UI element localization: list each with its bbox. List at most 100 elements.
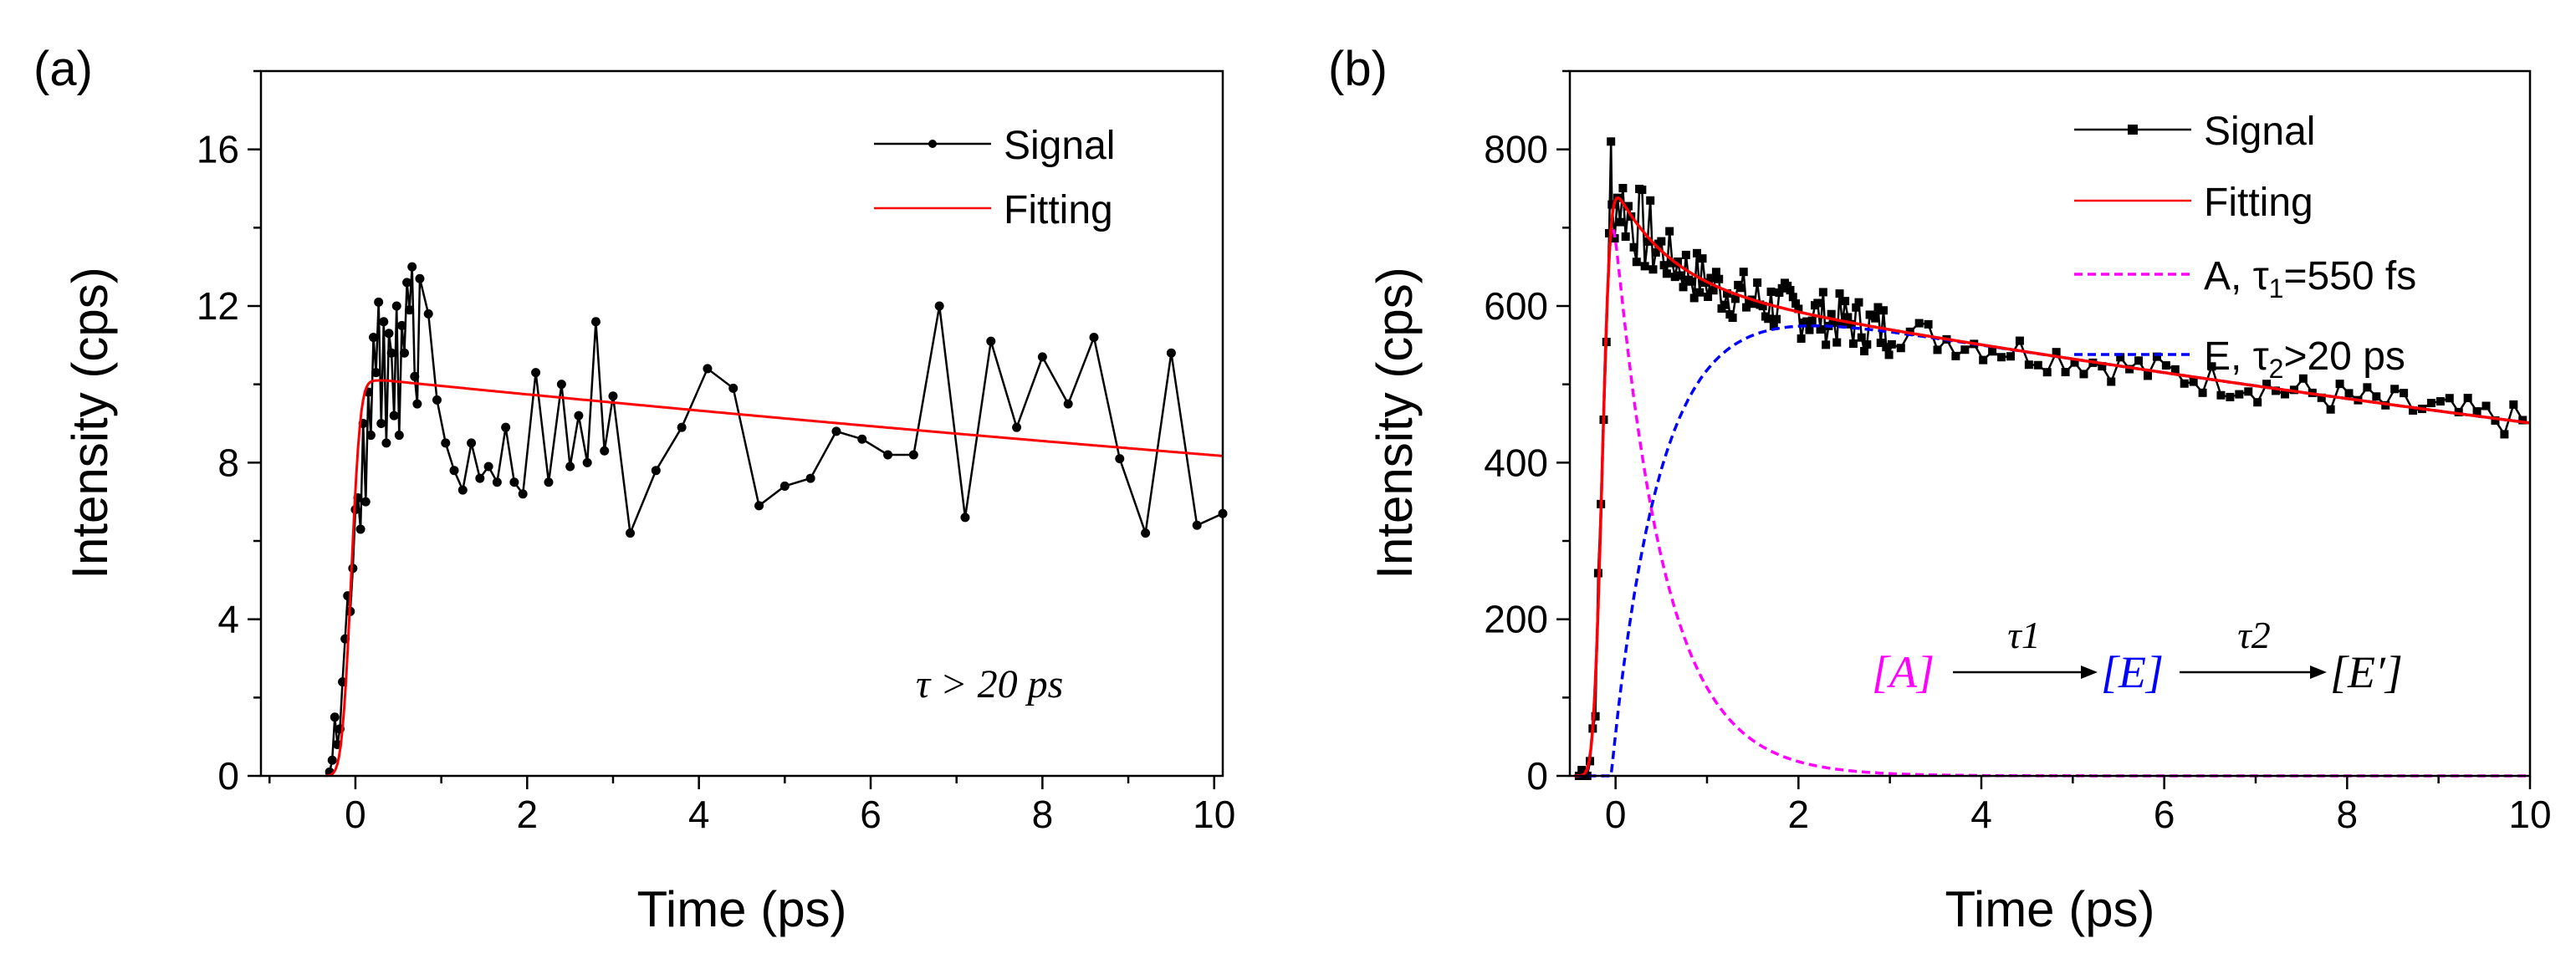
panel-a-ticks: 0 2 4 6 8 10 0 4 8 12 16 xyxy=(197,69,1235,836)
signal-point xyxy=(908,450,918,460)
legend-b-a-label: A, τ1=550 fs xyxy=(2204,254,2416,303)
signal-point xyxy=(1668,258,1677,268)
signal-point xyxy=(2079,370,2088,379)
signal-point xyxy=(1887,339,1896,349)
signal-point xyxy=(518,489,528,499)
signal-point xyxy=(415,273,425,283)
signal-point xyxy=(2042,368,2052,377)
signal-point xyxy=(1577,766,1587,775)
signal-point xyxy=(2015,336,2024,345)
signal-point xyxy=(754,501,764,511)
signal-point xyxy=(2326,405,2335,414)
signal-point xyxy=(327,755,337,765)
panel-b-legend: Signal Fitting A, τ1=550 fs E, τ2>20 ps xyxy=(2074,110,2416,384)
x-tick-label: 8 xyxy=(2337,793,2359,836)
signal-point xyxy=(2207,362,2216,371)
x-tick-label: 4 xyxy=(688,793,710,836)
x-tick-label: 4 xyxy=(1970,793,1992,836)
panel-b-axes-frame xyxy=(1568,69,2532,778)
signal-point xyxy=(1997,353,2006,362)
signal-point xyxy=(2463,394,2472,403)
signal-point xyxy=(2298,374,2308,383)
signal-point xyxy=(1670,273,1679,282)
legend-b-e-sub: 2 xyxy=(2269,354,2284,384)
signal-point xyxy=(1736,283,1745,293)
signal-point xyxy=(410,371,420,381)
signal-point xyxy=(2445,394,2454,403)
signal-point xyxy=(2335,380,2344,389)
panel-a-plot-area xyxy=(325,262,1228,778)
signal-point xyxy=(394,431,404,441)
signal-point xyxy=(432,395,442,405)
signal-point xyxy=(1750,299,1759,309)
signal-point xyxy=(1960,345,1970,354)
signal-point xyxy=(1676,271,1685,280)
signal-point xyxy=(1089,332,1099,342)
signal-point xyxy=(677,422,687,432)
signal-point xyxy=(475,473,485,483)
signal-point xyxy=(365,431,376,441)
scheme-rate-2-sym: τ2 xyxy=(2237,614,2270,656)
signal-point xyxy=(1807,316,1817,325)
scheme-rate-1-sym: τ1 xyxy=(2007,614,2040,656)
x-tick-label: 2 xyxy=(517,793,539,836)
signal-point xyxy=(492,477,502,487)
signal-point xyxy=(2454,407,2463,416)
signal-point xyxy=(2235,390,2244,399)
signal-point xyxy=(1846,319,1855,329)
signal-point xyxy=(1706,273,1715,283)
signal-point xyxy=(582,457,592,467)
signal-point xyxy=(1674,257,1683,266)
signal-point xyxy=(1063,399,1073,409)
signal-point xyxy=(2024,360,2033,370)
panel-a-annotation: τ > 20 ps xyxy=(916,662,1063,706)
signal-point xyxy=(1822,340,1831,349)
signal-point xyxy=(1623,201,1633,211)
kinetic-scheme: [A] τ1 [E] τ2 [E′] xyxy=(1872,614,2403,697)
signal-point xyxy=(1837,319,1847,328)
signal-point xyxy=(2409,405,2418,415)
signal-point xyxy=(574,411,584,421)
signal-point xyxy=(1607,137,1616,146)
signal-point xyxy=(1857,333,1866,342)
series-b-fitting-line xyxy=(1574,196,2530,778)
signal-point xyxy=(1638,185,1647,194)
x-tick-label: 8 xyxy=(1032,793,1054,836)
legend-a-signal-marker xyxy=(928,140,937,148)
signal-point xyxy=(2180,379,2189,388)
scheme-rate-1: τ1 xyxy=(2007,614,2040,656)
signal-point xyxy=(590,317,601,327)
signal-point xyxy=(565,462,575,472)
x-tick-label: 10 xyxy=(2508,793,2551,836)
signal-point xyxy=(1681,250,1690,259)
legend-a-fitting-label: Fitting xyxy=(1004,188,1113,232)
y-tick-label: 12 xyxy=(197,284,239,328)
x-tick-label: 2 xyxy=(1788,793,1810,836)
y-tick-label: 16 xyxy=(197,128,239,171)
signal-point xyxy=(1764,314,1773,324)
signal-point xyxy=(1843,313,1853,322)
signal-point xyxy=(1632,258,1641,267)
signal-point xyxy=(1813,298,1822,308)
signal-point xyxy=(1854,298,1863,307)
signal-point xyxy=(2070,358,2079,367)
signal-point xyxy=(1698,254,1707,263)
panel-b-xlabel: Time (ps) xyxy=(1945,881,2154,937)
signal-point xyxy=(1657,237,1666,246)
signal-point xyxy=(1882,343,1891,352)
signal-point xyxy=(1832,338,1842,347)
signal-point xyxy=(483,462,493,472)
x-tick-label: 0 xyxy=(345,793,366,836)
signal-point xyxy=(2006,352,2015,361)
signal-point xyxy=(2253,398,2262,407)
signal-point xyxy=(1818,288,1827,297)
signal-point xyxy=(1711,268,1720,277)
signal-point xyxy=(1772,314,1781,324)
signal-point xyxy=(1786,286,1795,295)
signal-point xyxy=(1753,278,1762,288)
signal-point xyxy=(2152,352,2161,361)
signal-point xyxy=(2280,390,2289,399)
signal-point xyxy=(441,438,451,448)
signal-point xyxy=(1720,300,1729,309)
signal-point xyxy=(1873,303,1883,312)
